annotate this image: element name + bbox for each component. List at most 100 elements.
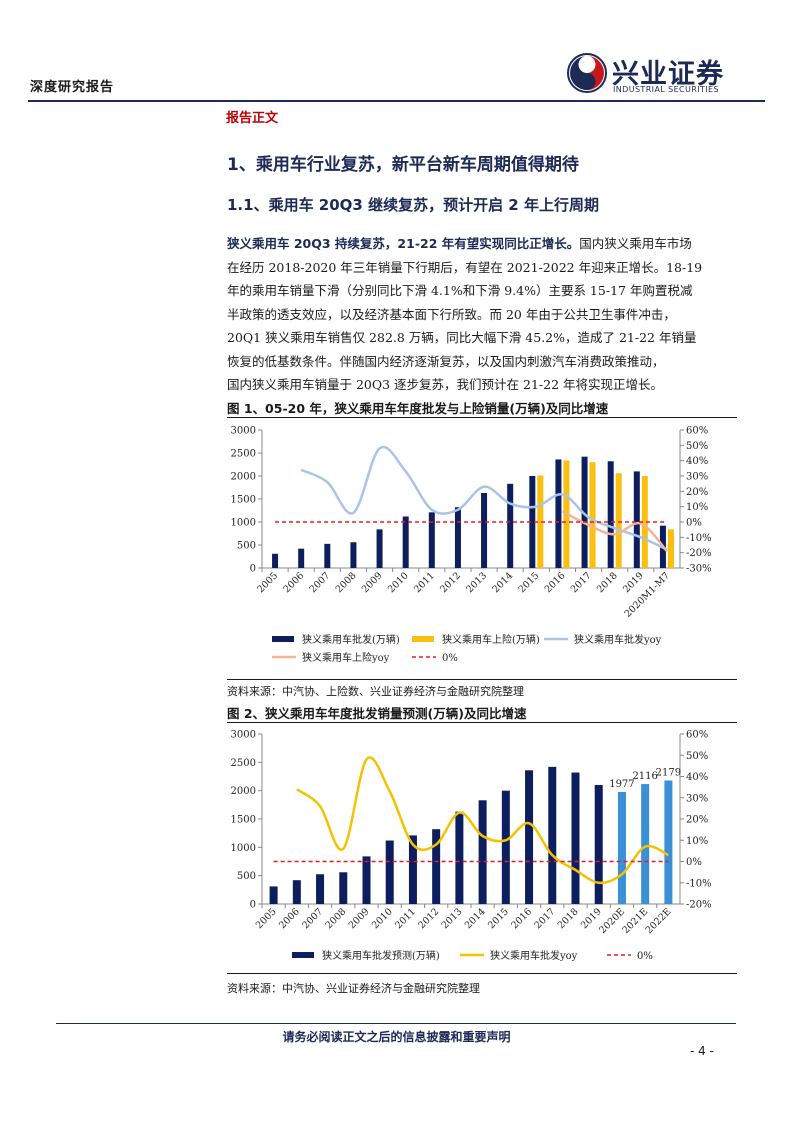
series-line [300, 445, 668, 551]
legend-swatch [292, 952, 314, 958]
data-label: 1977 [609, 779, 634, 790]
x-tick-label: 2009 [360, 570, 385, 595]
figure-2-source: 资料来源：中汽协、兴业证券经济与金融研究院整理 [227, 982, 480, 995]
header-divider [28, 100, 765, 102]
y-right-tick-label: 20% [686, 487, 708, 498]
x-tick-label: 2005 [255, 570, 280, 595]
figure-1-source: 资料来源：中汽协、上险数、兴业证券经济与金融研究院整理 [227, 685, 524, 698]
company-logo-text: 兴业证券 [612, 59, 724, 90]
bar [555, 459, 562, 568]
bar [272, 553, 279, 568]
footer-divider [56, 1023, 736, 1024]
bar [548, 766, 557, 904]
y-right-tick-label: 20% [686, 815, 708, 826]
y-left-tick-label: 2500 [231, 449, 256, 460]
series-line [561, 510, 668, 552]
body-paragraph: 狭义乘用车 20Q3 持续复苏，21-22 年有望实现同比正增长。国内狭义乘用车… [227, 232, 737, 397]
heading-2: 1.1、乘用车 20Q3 继续复苏，预计开启 2 年上行周期 [227, 196, 599, 214]
legend-swatch [272, 636, 294, 642]
data-label: 2179 [656, 768, 681, 779]
paragraph-line: 恢复的低基数条件。伴随国内经济逐渐复苏，以及国内刺激汽车消费政策推动， [227, 353, 665, 369]
bar [667, 529, 674, 568]
y-right-tick-label: -30% [686, 564, 712, 575]
y-left-tick-label: 3000 [231, 426, 256, 437]
bar [324, 543, 331, 568]
y-left-tick-label: 500 [237, 541, 256, 552]
y-left-tick-label: 3000 [231, 730, 256, 741]
y-left-tick-label: 2000 [231, 472, 256, 483]
report-type-label: 深度研究报告 [30, 80, 115, 95]
y-left-tick-label: 0 [250, 900, 256, 911]
y-left-tick-label: 2000 [231, 786, 256, 797]
legend-label: 狭义乘用车批发(万辆) [302, 633, 400, 646]
figure-2-title: 图 2、狭义乘用车年度批发销量预测(万辆)及同比增速 [227, 706, 527, 721]
y-right-tick-label: 10% [686, 836, 708, 847]
y-right-tick-label: 0% [686, 857, 702, 868]
x-tick-label: 2012 [438, 570, 463, 595]
y-right-tick-label: 30% [686, 472, 708, 483]
x-tick-label: 2010 [370, 906, 395, 931]
y-right-tick-label: -10% [686, 878, 712, 889]
bar [641, 476, 648, 568]
x-tick-label: 2017 [533, 906, 558, 931]
figure-1-title: 图 1、05-20 年，狭义乘用车年度批发与上险销量(万辆)及同比增速 [227, 401, 609, 416]
x-tick-label: 2012 [416, 906, 441, 931]
bar [478, 800, 487, 904]
x-tick-label: 2007 [308, 570, 333, 595]
bar [664, 780, 673, 904]
y-right-tick-label: -20% [686, 900, 712, 911]
legend-label: 0% [637, 951, 653, 962]
disclaimer-notice: 请务必阅读正文之后的信息披露和重要声明 [282, 1030, 511, 1044]
x-tick-label: 2005 [254, 906, 279, 931]
y-left-tick-label: 0 [250, 564, 256, 575]
paragraph-line: 20Q1 狭义乘用车销售仅 282.8 万辆，同比大幅下滑 45.2%，造成了 … [227, 330, 697, 345]
x-tick-label: 2014 [463, 906, 488, 931]
y-right-tick-label: 10% [686, 502, 708, 513]
x-tick-label: 2022E [644, 906, 674, 936]
y-right-tick-label: 50% [686, 751, 708, 762]
heading-1: 1、乘用车行业复苏，新平台新车周期值得期待 [227, 155, 579, 175]
bar [428, 512, 435, 568]
y-left-tick-label: 500 [237, 871, 256, 882]
bar [581, 456, 588, 568]
y-left-tick-label: 1500 [231, 495, 256, 506]
bar [507, 483, 514, 568]
bar [525, 770, 534, 904]
bar [408, 835, 417, 904]
bar [537, 475, 544, 568]
legend-swatch [412, 636, 434, 642]
x-tick-label: 2008 [324, 906, 349, 931]
paragraph-line: 半政策的透支效应，以及经济基本面下行所致。而 20 年由于公共卫生事件冲击， [227, 306, 676, 322]
figure-1-top-rule [227, 417, 737, 418]
y-right-tick-label: 40% [686, 456, 708, 467]
legend-label: 狭义乘用车批发预测(万辆) [322, 949, 440, 962]
bar [298, 548, 305, 568]
y-right-tick-label: 40% [686, 772, 708, 783]
y-right-tick-label: 60% [686, 730, 708, 741]
bar [501, 790, 510, 904]
bar [316, 874, 325, 904]
series-line [296, 756, 669, 885]
legend-label: 狭义乘用车上险yoy [302, 651, 390, 664]
x-tick-label: 2011 [412, 570, 437, 595]
bar [633, 471, 640, 568]
figure-1-chart: 0 500 1000 1500 2000 2500 3000 -30% -20% -10% 0% 10… [231, 426, 712, 665]
y-right-tick-label: -10% [686, 533, 712, 544]
paragraph-line: 在经历 2018-2020 年三年销量下行期后，有望在 2021-2022 年迎… [227, 259, 703, 275]
bar [350, 542, 357, 568]
x-tick-label: 2009 [347, 906, 372, 931]
bar [571, 772, 580, 904]
x-tick-label: 2016 [509, 906, 534, 931]
legend-label: 狭义乘用车上险(万辆) [442, 633, 540, 646]
figure-2-top-rule [227, 722, 737, 723]
bar [589, 462, 596, 568]
figure-1-bottom-rule [227, 679, 737, 680]
x-tick-label: 2007 [300, 906, 325, 931]
y-right-tick-label: 30% [686, 793, 708, 804]
x-tick-label: 2013 [440, 906, 465, 931]
figure-2-chart: 0 500 1000 1500 2000 2500 3000 -20% -10% 0% 10% 20%… [231, 730, 712, 963]
y-right-tick-label: -20% [686, 548, 712, 559]
section-tag: 报告正文 [226, 111, 279, 126]
y-left-tick-label: 1000 [231, 843, 256, 854]
x-tick-label: 2015 [486, 906, 511, 931]
